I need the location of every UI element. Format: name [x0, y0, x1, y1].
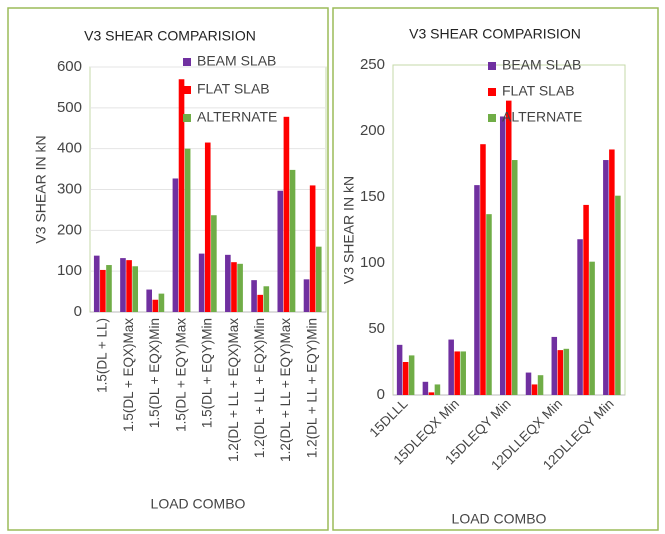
bar [563, 348, 570, 395]
bar [231, 262, 237, 312]
bar [303, 279, 310, 312]
bar [172, 178, 179, 312]
y-tick-label: 300 [57, 180, 82, 197]
x-tick-label: 1.2(DL + LL + EQY)Max [278, 318, 293, 462]
legend-label: ALTERNATE [502, 109, 582, 125]
x-tick-label: 1.2(DL + LL + EQX)Min [252, 318, 267, 458]
bar [257, 294, 264, 312]
bar [93, 255, 100, 312]
bar [512, 160, 518, 395]
bar [474, 185, 480, 395]
legend-swatch [488, 62, 496, 70]
legend-label: FLAT SLAB [502, 83, 575, 99]
bar [615, 195, 621, 395]
legend-swatch [183, 58, 191, 66]
bar [460, 351, 466, 395]
y-tick-label: 600 [57, 58, 82, 75]
x-tick-label: 1.5(DL + EQY)Max [173, 318, 188, 432]
x-axis-title: LOAD COMBO [151, 496, 246, 512]
bar [525, 372, 532, 395]
bar [434, 384, 441, 395]
bar [408, 355, 415, 395]
x-axis-title: LOAD COMBO [452, 511, 547, 527]
chart-title: V3 SHEAR COMPARISION [409, 26, 581, 42]
chart-title: V3 SHEAR COMPARISION [84, 28, 256, 44]
bar [158, 293, 165, 312]
bar [551, 336, 558, 395]
bar [184, 148, 191, 312]
bar [589, 261, 595, 395]
legend-swatch [183, 86, 191, 94]
bar [100, 269, 106, 312]
bar [577, 239, 583, 395]
bar [204, 142, 211, 312]
bar [289, 169, 296, 312]
bar [499, 116, 506, 395]
bar [603, 160, 609, 395]
bar [537, 375, 544, 395]
panel-frame [7, 7, 329, 531]
bar [126, 260, 132, 312]
bar [211, 215, 217, 312]
bar [309, 185, 316, 312]
x-tick-label: 1.2(DL + LL + EQX)Max [226, 318, 241, 462]
y-tick-label: 100 [57, 262, 82, 279]
bar [225, 254, 231, 312]
legend-label: ALTERNATE [197, 109, 277, 125]
legend-label: BEAM SLAB [197, 53, 276, 69]
legend-label: BEAM SLAB [502, 57, 581, 73]
y-tick-label: 0 [74, 303, 82, 320]
bar [251, 280, 257, 312]
bar [448, 339, 454, 395]
x-tick-label: 1.5(DL + EQY)Min [200, 318, 215, 428]
x-tick-label: 1.5(DL + LL) [95, 318, 110, 393]
bar [198, 253, 205, 312]
y-axis-title: V3 SHEAR IN kN [33, 135, 49, 243]
bar [454, 351, 460, 395]
bar [480, 144, 486, 395]
bar [422, 381, 429, 395]
y-tick-label: 500 [57, 99, 82, 116]
bar [531, 384, 538, 395]
bar [557, 350, 564, 395]
legend-swatch [488, 114, 496, 122]
bar [428, 392, 435, 395]
bar [283, 116, 290, 312]
bar [263, 286, 270, 312]
y-tick-label: 400 [57, 140, 82, 157]
y-tick-label: 200 [57, 221, 82, 238]
bar [106, 265, 112, 312]
y-tick-label: 50 [368, 320, 385, 337]
bar [277, 190, 284, 312]
bar [152, 299, 159, 312]
bar [315, 246, 322, 312]
bar [402, 362, 409, 395]
y-tick-label: 0 [377, 386, 385, 403]
y-tick-label: 150 [360, 188, 385, 205]
legend-swatch [183, 114, 191, 122]
bar [146, 289, 152, 312]
legend-swatch [488, 88, 496, 96]
legend-label: FLAT SLAB [197, 81, 270, 97]
bar [132, 266, 139, 312]
bar [396, 344, 403, 395]
bar [505, 100, 512, 395]
y-axis-title: V3 SHEAR IN kN [341, 176, 357, 284]
y-tick-label: 100 [360, 254, 385, 271]
bar [609, 149, 615, 395]
bar [178, 79, 185, 312]
x-tick-label: 1.5(DL + EQX)Max [121, 318, 136, 432]
bar [120, 258, 126, 312]
bar [237, 263, 243, 312]
x-tick-label: 1.5(DL + EQX)Min [147, 318, 162, 428]
x-tick-label: 1.2(DL + LL + EQY)Min [304, 318, 319, 458]
bar [486, 214, 492, 395]
y-tick-label: 200 [360, 122, 385, 139]
bar [583, 204, 589, 395]
y-tick-label: 250 [360, 56, 385, 73]
